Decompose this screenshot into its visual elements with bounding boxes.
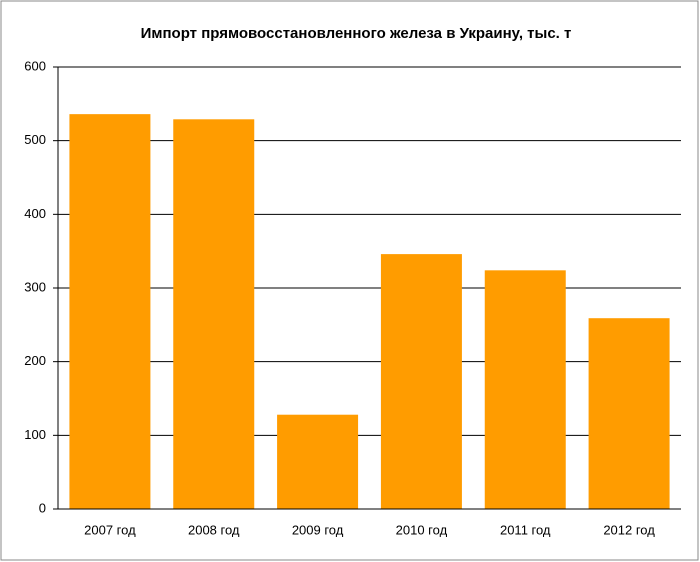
y-tick-label: 600 — [24, 58, 46, 73]
x-tick-label: 2010 год — [396, 522, 448, 537]
y-tick-label: 100 — [24, 427, 46, 442]
y-tick-label: 200 — [24, 353, 46, 368]
bar — [588, 318, 670, 509]
x-tick-label: 2009 год — [292, 522, 344, 537]
x-tick-label: 2008 год — [188, 522, 240, 537]
x-tick-label: 2007 год — [84, 522, 136, 537]
y-tick-label: 0 — [39, 500, 46, 515]
bar — [277, 414, 359, 509]
bar — [484, 270, 566, 509]
bar — [173, 119, 255, 509]
chart-title: Импорт прямовосстановленного железа в Ук… — [141, 25, 572, 42]
x-tick-label: 2011 год — [500, 522, 551, 537]
y-tick-label: 300 — [24, 279, 46, 294]
x-tick-label: 2012 год — [603, 522, 655, 537]
y-tick-label: 400 — [24, 206, 46, 221]
y-tick-label: 500 — [24, 132, 46, 147]
bar — [380, 254, 462, 509]
bar — [69, 114, 151, 509]
